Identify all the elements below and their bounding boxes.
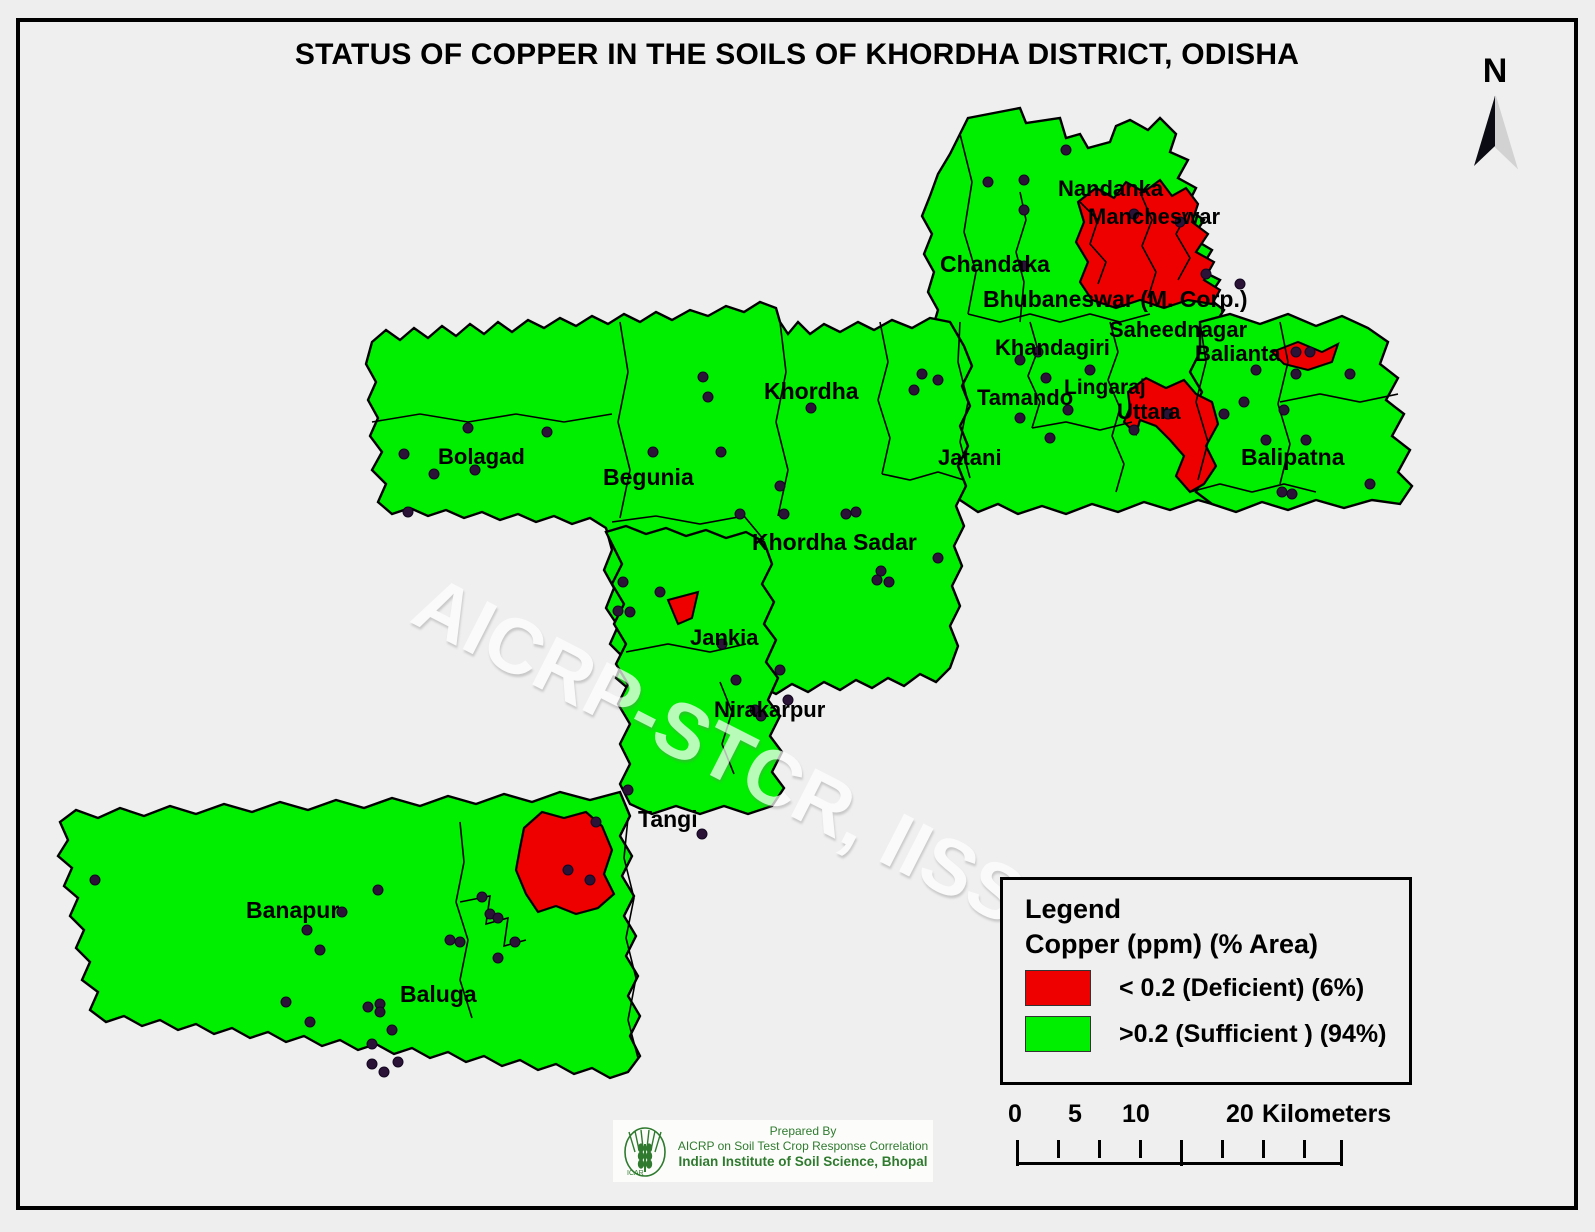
green-south-arm — [604, 524, 786, 816]
map-block-labels: Nandanka Mancheswar Chandaka Bhubaneswar… — [246, 176, 1345, 1007]
credit-line-2: AICRP on Soil Test Crop Response Correla… — [677, 1139, 929, 1153]
label-lingaraj: Lingaraj — [1064, 376, 1146, 399]
label-bhubaneswar: Bhubaneswar (M. Corp.) — [983, 286, 1248, 312]
legend-item-deficient: < 0.2 (Deficient) (6%) — [1025, 970, 1409, 1006]
legend-title: Legend — [1025, 894, 1122, 924]
label-baluga: Baluga — [400, 981, 477, 1007]
green-central-west — [364, 300, 974, 724]
icar-logo-icon — [624, 1127, 666, 1177]
north-arrow-label: N — [1482, 52, 1508, 90]
legend-subtitle: Copper (ppm) (% Area) — [1025, 929, 1319, 959]
credit-line-1: Prepared By — [769, 1124, 837, 1138]
red-patch-tangi — [514, 810, 616, 916]
label-tangi: Tangi — [638, 806, 698, 832]
sample-points — [89, 144, 1376, 1078]
credit-line-3: Indian Institute of Soil Science, Bhopal — [678, 1154, 928, 1169]
label-jatani: Jatani — [938, 445, 1002, 470]
label-balipatna: Balipatna — [1241, 444, 1345, 470]
credit-text: Prepared By AICRP on Soil Test Crop Resp… — [675, 1124, 931, 1171]
legend-label-deficient: < 0.2 (Deficient) (6%) — [1119, 973, 1365, 1002]
scale-tick-label-10: 10 — [1122, 1100, 1150, 1128]
label-khordha-sadar: Khordha Sadar — [752, 529, 917, 555]
district-shape-group: Nandanka Mancheswar Chandaka Bhubaneswar… — [56, 106, 1414, 1080]
scale-unit-label: Kilometers — [1262, 1100, 1392, 1128]
label-nirakarpur: Nirakarpur — [714, 697, 826, 722]
red-patch-jankia — [666, 590, 700, 626]
label-chandaka: Chandaka — [940, 251, 1050, 277]
green-southwest-lobe — [56, 790, 642, 1080]
scale-ticks — [1000, 1136, 1400, 1166]
legend-item-sufficient: >0.2 (Sufficient ) (94%) — [1025, 1016, 1409, 1052]
scale-tick-label-5: 5 — [1068, 1100, 1082, 1128]
label-tamando: Tamando — [977, 385, 1073, 410]
label-begunia: Begunia — [603, 464, 694, 490]
label-uttara: Uttara — [1117, 399, 1181, 424]
choropleth-map: Nandanka Mancheswar Chandaka Bhubaneswar… — [56, 106, 1414, 1080]
legend: Legend Copper (ppm) (% Area) < 0.2 (Defi… — [1000, 877, 1412, 1085]
page-title: STATUS OF COPPER IN THE SOILS OF KHORDHA… — [294, 38, 1300, 71]
credit-box: ICAR Prepared By AICRP on Soil Test Crop… — [613, 1120, 933, 1182]
label-mancheswar: Mancheswar — [1088, 204, 1220, 229]
label-jankia: Jankia — [690, 625, 759, 650]
scale-tick-label-20: 20 — [1226, 1100, 1254, 1128]
label-banapur: Banapur — [246, 897, 339, 923]
scale-tick-label-0: 0 — [1008, 1100, 1022, 1128]
label-balianta: Balianta — [1195, 341, 1281, 366]
icar-logo-caption: ICAR — [627, 1170, 644, 1177]
legend-label-sufficient: >0.2 (Sufficient ) (94%) — [1119, 1019, 1387, 1048]
map-frame: STATUS OF COPPER IN THE SOILS OF KHORDHA… — [16, 18, 1578, 1210]
label-khandagiri: Khandagiri — [995, 335, 1110, 360]
label-saheednagar: Saheednagar — [1109, 317, 1248, 342]
legend-swatch-sufficient — [1025, 1016, 1091, 1052]
scale-bar: 0 5 10 20 Kilometers — [1000, 1100, 1400, 1180]
label-khordha: Khordha — [764, 378, 859, 404]
north-arrow-icon — [1474, 95, 1519, 170]
north-arrow: N — [1460, 54, 1530, 174]
legend-swatch-deficient — [1025, 970, 1091, 1006]
label-nandanka: Nandanka — [1058, 176, 1164, 201]
label-bolagad: Bolagad — [438, 444, 525, 469]
